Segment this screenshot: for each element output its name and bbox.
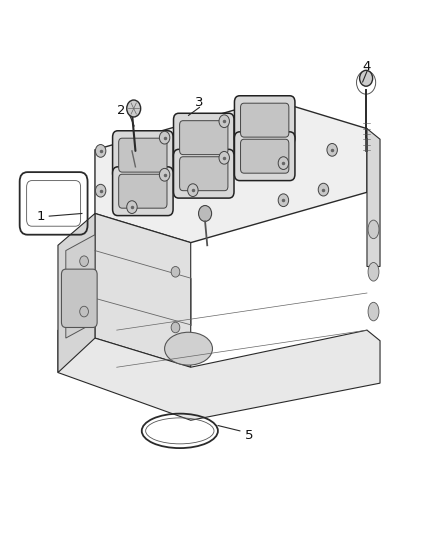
FancyBboxPatch shape bbox=[240, 139, 289, 173]
FancyBboxPatch shape bbox=[180, 120, 228, 155]
FancyBboxPatch shape bbox=[173, 114, 234, 162]
FancyBboxPatch shape bbox=[61, 269, 97, 327]
Polygon shape bbox=[58, 214, 95, 373]
Text: 3: 3 bbox=[195, 95, 204, 109]
Polygon shape bbox=[95, 100, 367, 243]
Text: 4: 4 bbox=[363, 60, 371, 72]
Polygon shape bbox=[367, 128, 380, 266]
Circle shape bbox=[80, 256, 88, 266]
Circle shape bbox=[219, 115, 230, 127]
FancyBboxPatch shape bbox=[240, 103, 289, 137]
Text: 1: 1 bbox=[36, 209, 45, 223]
Polygon shape bbox=[66, 235, 95, 338]
Ellipse shape bbox=[165, 332, 212, 365]
Circle shape bbox=[171, 322, 180, 333]
FancyBboxPatch shape bbox=[234, 132, 295, 181]
Polygon shape bbox=[95, 214, 191, 367]
Circle shape bbox=[159, 168, 170, 181]
Circle shape bbox=[80, 306, 88, 317]
FancyBboxPatch shape bbox=[113, 167, 173, 216]
Circle shape bbox=[360, 70, 373, 86]
Text: 5: 5 bbox=[245, 429, 254, 442]
Circle shape bbox=[318, 183, 328, 196]
Circle shape bbox=[198, 206, 212, 221]
FancyBboxPatch shape bbox=[173, 149, 234, 198]
Circle shape bbox=[327, 143, 337, 156]
Circle shape bbox=[219, 151, 230, 164]
FancyBboxPatch shape bbox=[113, 131, 173, 180]
Ellipse shape bbox=[368, 263, 379, 281]
FancyBboxPatch shape bbox=[180, 157, 228, 191]
Circle shape bbox=[171, 266, 180, 277]
Circle shape bbox=[278, 194, 289, 207]
Circle shape bbox=[187, 184, 198, 197]
Polygon shape bbox=[58, 330, 380, 420]
Circle shape bbox=[95, 184, 106, 197]
Circle shape bbox=[159, 131, 170, 144]
Circle shape bbox=[127, 201, 137, 214]
FancyBboxPatch shape bbox=[119, 138, 167, 172]
Circle shape bbox=[127, 100, 141, 117]
FancyBboxPatch shape bbox=[119, 174, 167, 208]
Text: 2: 2 bbox=[117, 103, 125, 117]
Circle shape bbox=[278, 157, 289, 169]
Ellipse shape bbox=[368, 220, 379, 239]
Ellipse shape bbox=[368, 302, 379, 321]
Circle shape bbox=[95, 144, 106, 157]
FancyBboxPatch shape bbox=[234, 96, 295, 144]
